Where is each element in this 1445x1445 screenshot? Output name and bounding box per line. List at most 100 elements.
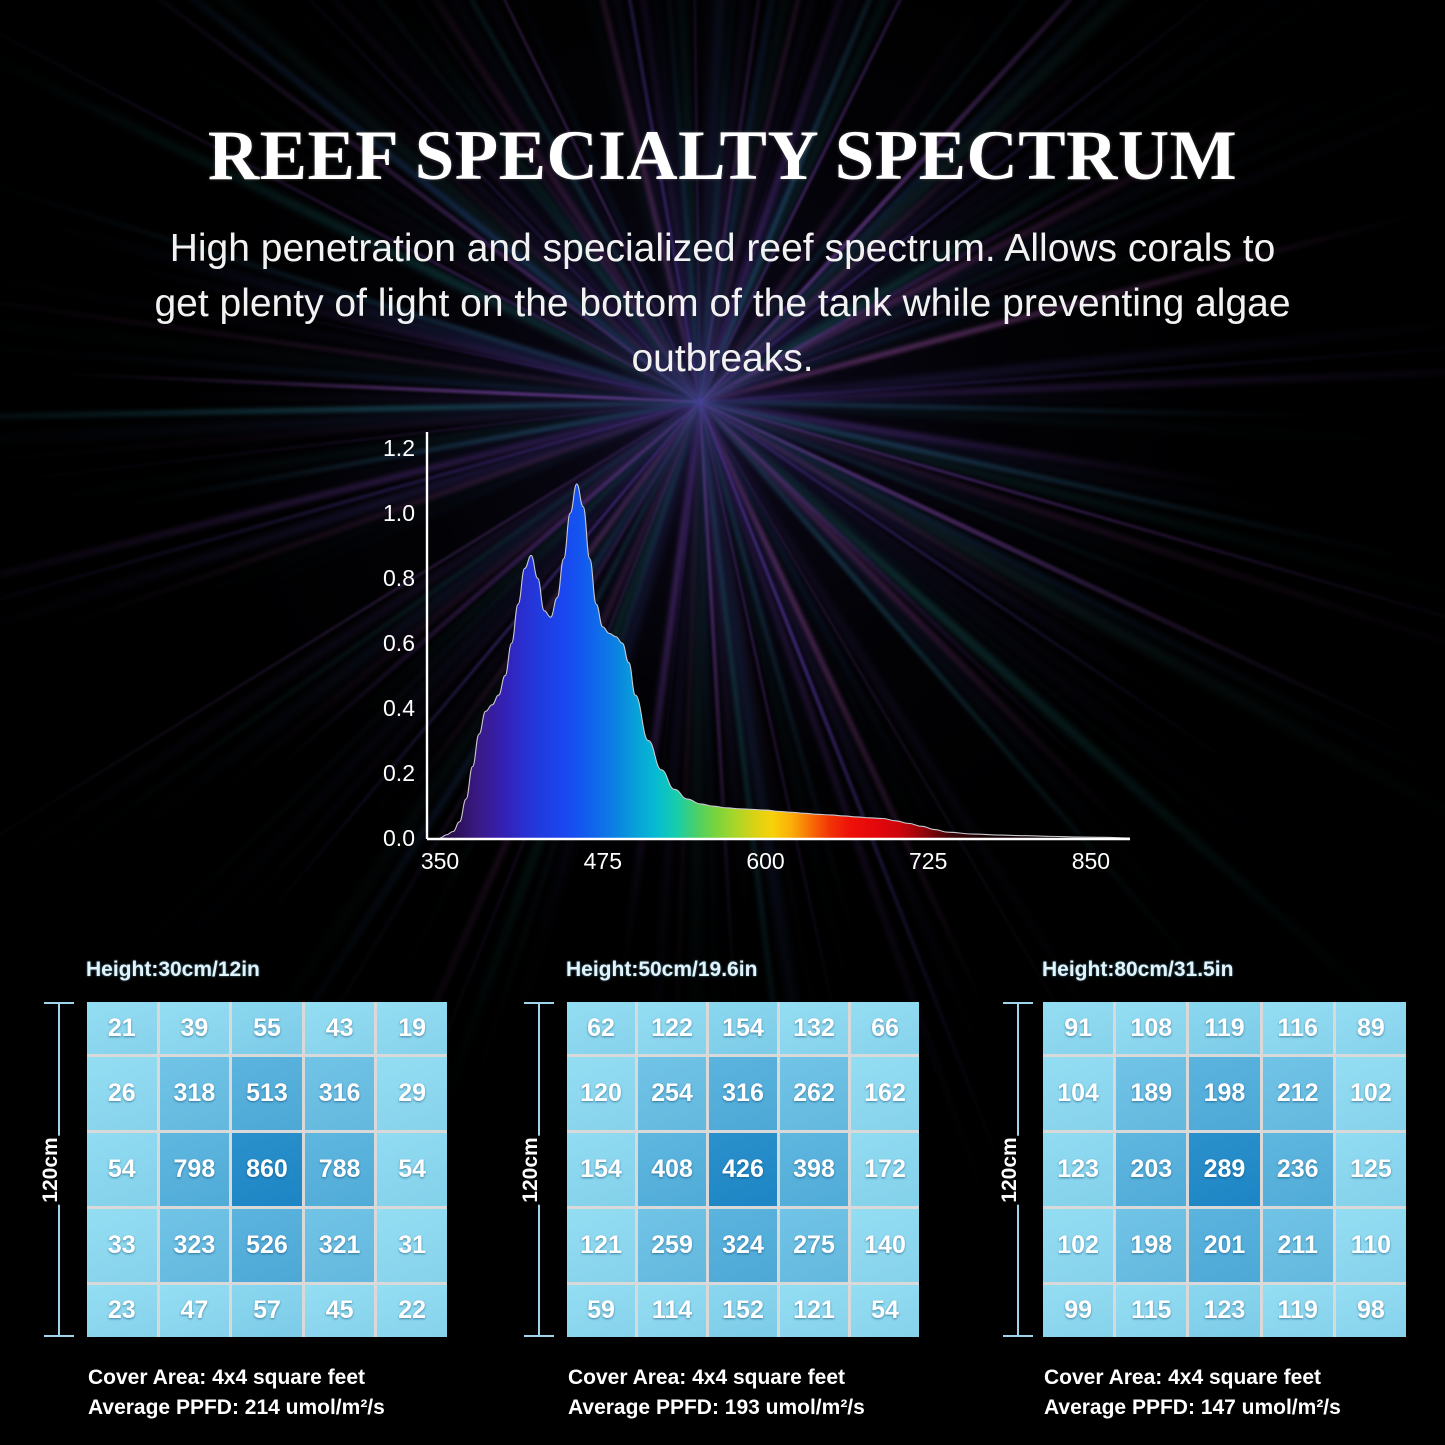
- height-dimension-marker: 120cm: [516, 1002, 554, 1337]
- ppfd-value: 154: [580, 1154, 622, 1183]
- ppfd-value: 140: [864, 1230, 906, 1259]
- ppfd-cell: 289: [1189, 1133, 1260, 1206]
- ppfd-cell: 26: [87, 1057, 157, 1131]
- ppfd-value: 162: [864, 1079, 906, 1108]
- x-tick-label: 725: [909, 848, 947, 874]
- ppfd-value: 55: [253, 1013, 281, 1042]
- ppfd-cell: 526: [232, 1208, 302, 1282]
- ppfd-cell: 152: [709, 1284, 777, 1337]
- ppfd-caption: Cover Area: 4x4 square feet Average PPFD:…: [1044, 1363, 1341, 1424]
- ppfd-value: 289: [1203, 1154, 1246, 1183]
- ppfd-cell: 236: [1262, 1133, 1333, 1206]
- ppfd-cell: 115: [1116, 1284, 1187, 1337]
- ppfd-value: 66: [871, 1013, 899, 1042]
- ppfd-cell: 102: [1043, 1208, 1114, 1282]
- ppfd-value: 262: [793, 1079, 835, 1108]
- x-tick-label: 475: [584, 848, 622, 874]
- ppfd-value: 115: [1131, 1296, 1172, 1325]
- ppfd-cell: 154: [567, 1133, 635, 1206]
- ppfd-value: 120: [580, 1079, 622, 1108]
- ppfd-cell: 108: [1116, 1002, 1187, 1055]
- ppfd-value: 91: [1064, 1013, 1092, 1042]
- dimension-cap-bottom: [1003, 1335, 1033, 1337]
- ppfd-cell: 45: [304, 1284, 375, 1337]
- y-tick-label: 0.4: [383, 695, 415, 721]
- ppfd-cell: 324: [709, 1208, 777, 1282]
- ppfd-cell: 54: [377, 1133, 447, 1206]
- ppfd-value: 39: [180, 1013, 209, 1042]
- ppfd-cell: 262: [780, 1057, 848, 1131]
- ppfd-value: 323: [173, 1230, 216, 1259]
- ppfd-value: 788: [318, 1154, 361, 1183]
- ppfd-value: 59: [587, 1296, 615, 1325]
- cover-area-text: Cover Area: 4x4 square feet: [1044, 1366, 1322, 1389]
- spectrum-area: [440, 483, 1130, 838]
- ppfd-value: 122: [651, 1013, 693, 1042]
- ppfd-value: 125: [1350, 1154, 1392, 1183]
- ppfd-caption: Cover Area: 4x4 square feet Average PPFD:…: [568, 1363, 865, 1424]
- ppfd-cell: 254: [638, 1057, 706, 1131]
- ppfd-panel-title: Height:80cm/31.5in: [1042, 958, 1234, 981]
- ppfd-cell: 62: [567, 1002, 635, 1055]
- ppfd-cell: 31: [377, 1208, 447, 1282]
- ppfd-cell: 798: [159, 1133, 230, 1206]
- ppfd-cell: 426: [709, 1133, 777, 1206]
- ppfd-cell: 22: [377, 1284, 447, 1337]
- ppfd-value: 189: [1130, 1079, 1173, 1108]
- ppfd-cell: 57: [232, 1284, 302, 1337]
- ppfd-cell: 398: [780, 1133, 848, 1206]
- ppfd-value: 316: [722, 1079, 764, 1108]
- ppfd-value: 408: [651, 1154, 693, 1183]
- ppfd-value: 201: [1203, 1230, 1246, 1259]
- ppfd-value: 99: [1064, 1296, 1092, 1325]
- ppfd-value: 114: [651, 1296, 693, 1325]
- ppfd-cell: 318: [159, 1057, 230, 1131]
- ppfd-cell: 201: [1189, 1208, 1260, 1282]
- ppfd-cell: 119: [1262, 1284, 1333, 1337]
- ppfd-cell: 19: [377, 1002, 447, 1055]
- ppfd-value: 43: [325, 1013, 354, 1042]
- y-tick-label: 0.2: [383, 760, 415, 786]
- ppfd-cell: 316: [709, 1057, 777, 1131]
- ppfd-cell: 104: [1043, 1057, 1114, 1131]
- ppfd-value: 54: [871, 1296, 899, 1325]
- ppfd-value: 123: [1203, 1296, 1246, 1325]
- ppfd-value: 316: [318, 1079, 361, 1108]
- ppfd-cell: 91: [1043, 1002, 1114, 1055]
- ppfd-caption: Cover Area: 4x4 square feet Average PPFD:…: [88, 1363, 385, 1424]
- ppfd-value: 116: [1277, 1013, 1318, 1042]
- ppfd-cell: 408: [638, 1133, 706, 1206]
- height-dimension-marker: 120cm: [995, 1002, 1033, 1337]
- ppfd-cell: 125: [1335, 1133, 1406, 1206]
- ppfd-value: 318: [173, 1079, 216, 1108]
- ppfd-value: 513: [246, 1079, 288, 1108]
- ppfd-value: 236: [1276, 1154, 1319, 1183]
- ppfd-cell: 33: [87, 1208, 157, 1282]
- dimension-label: 120cm: [36, 1134, 66, 1205]
- ppfd-panel-title: Height:30cm/12in: [86, 958, 260, 981]
- ppfd-cell: 47: [159, 1284, 230, 1337]
- ppfd-value: 54: [398, 1154, 427, 1183]
- ppfd-value: 31: [398, 1230, 427, 1259]
- ppfd-cell: 321: [304, 1208, 375, 1282]
- ppfd-cell: 110: [1335, 1208, 1406, 1282]
- ppfd-value: 108: [1130, 1013, 1173, 1042]
- ppfd-cell: 154: [709, 1002, 777, 1055]
- ppfd-cell: 203: [1116, 1133, 1187, 1206]
- ppfd-cell: 116: [1262, 1002, 1333, 1055]
- ppfd-cell: 189: [1116, 1057, 1187, 1131]
- ppfd-cell: 55: [232, 1002, 302, 1055]
- ppfd-cell: 23: [87, 1284, 157, 1337]
- ppfd-cell: 114: [638, 1284, 706, 1337]
- ppfd-value: 26: [107, 1079, 136, 1108]
- ppfd-cell: 89: [1335, 1002, 1406, 1055]
- ppfd-value: 102: [1350, 1079, 1392, 1108]
- ppfd-cell: 198: [1116, 1208, 1187, 1282]
- ppfd-cell: 54: [87, 1133, 157, 1206]
- ppfd-value: 798: [173, 1154, 216, 1183]
- ppfd-cell: 788: [304, 1133, 375, 1206]
- average-ppfd-text: Average PPFD: 147 umol/m²/s: [1044, 1396, 1341, 1420]
- ppfd-cell: 211: [1262, 1208, 1333, 1282]
- ppfd-cell: 123: [1189, 1284, 1260, 1337]
